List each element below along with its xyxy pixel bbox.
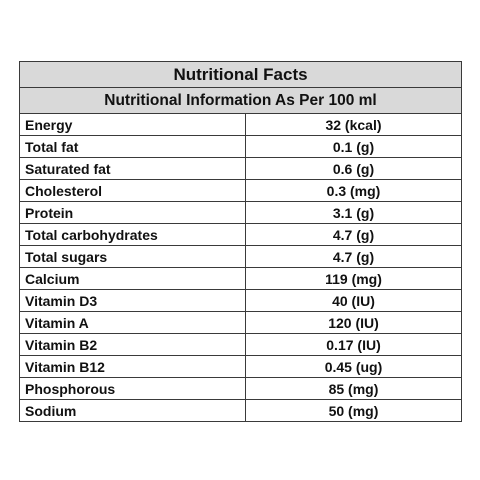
nutrient-name: Sodium <box>19 399 246 422</box>
table-row: Vitamin B2 0.17 (IU) <box>19 333 462 356</box>
nutrient-name: Vitamin D3 <box>19 289 246 312</box>
nutrient-name: Cholesterol <box>19 179 246 202</box>
nutrient-name: Total sugars <box>19 245 246 268</box>
title-row: Nutritional Facts <box>19 61 462 88</box>
table-title: Nutritional Facts <box>19 61 462 88</box>
nutrient-value: 0.45 (ug) <box>245 355 462 378</box>
table-row: Vitamin A 120 (IU) <box>19 311 462 334</box>
nutrient-name: Phosphorous <box>19 377 246 400</box>
nutrient-value: 3.1 (g) <box>245 201 462 224</box>
table-subtitle: Nutritional Information As Per 100 ml <box>19 87 462 114</box>
nutrient-name: Protein <box>19 201 246 224</box>
nutrient-rows: Energy 32 (kcal) Total fat 0.1 (g) Satur… <box>19 113 462 422</box>
table-row: Total sugars 4.7 (g) <box>19 245 462 268</box>
table-row: Saturated fat 0.6 (g) <box>19 157 462 180</box>
nutrient-value: 4.7 (g) <box>245 245 462 268</box>
nutrient-value: 120 (IU) <box>245 311 462 334</box>
table-row: Protein 3.1 (g) <box>19 201 462 224</box>
nutrient-name: Calcium <box>19 267 246 290</box>
nutrient-value: 32 (kcal) <box>245 113 462 136</box>
nutrient-name: Vitamin B2 <box>19 333 246 356</box>
table-row: Total carbohydrates 4.7 (g) <box>19 223 462 246</box>
nutrient-name: Total fat <box>19 135 246 158</box>
table-row: Vitamin D3 40 (IU) <box>19 289 462 312</box>
nutrient-value: 50 (mg) <box>245 399 462 422</box>
nutrient-value: 0.3 (mg) <box>245 179 462 202</box>
nutrient-value: 0.17 (IU) <box>245 333 462 356</box>
table-row: Total fat 0.1 (g) <box>19 135 462 158</box>
nutrient-value: 4.7 (g) <box>245 223 462 246</box>
table-row: Calcium 119 (mg) <box>19 267 462 290</box>
nutrient-name: Total carbohydrates <box>19 223 246 246</box>
table-row: Vitamin B12 0.45 (ug) <box>19 355 462 378</box>
nutrition-facts-table: Nutritional Facts Nutritional Informatio… <box>19 61 462 422</box>
table-row: Phosphorous 85 (mg) <box>19 377 462 400</box>
nutrient-value: 85 (mg) <box>245 377 462 400</box>
nutrient-value: 119 (mg) <box>245 267 462 290</box>
table-row: Cholesterol 0.3 (mg) <box>19 179 462 202</box>
nutrient-name: Vitamin A <box>19 311 246 334</box>
subtitle-row: Nutritional Information As Per 100 ml <box>19 87 462 114</box>
table-row: Sodium 50 (mg) <box>19 399 462 422</box>
nutrient-value: 0.1 (g) <box>245 135 462 158</box>
nutrient-value: 40 (IU) <box>245 289 462 312</box>
nutrient-name: Vitamin B12 <box>19 355 246 378</box>
nutrient-name: Saturated fat <box>19 157 246 180</box>
nutrient-value: 0.6 (g) <box>245 157 462 180</box>
nutrient-name: Energy <box>19 113 246 136</box>
table-row: Energy 32 (kcal) <box>19 113 462 136</box>
